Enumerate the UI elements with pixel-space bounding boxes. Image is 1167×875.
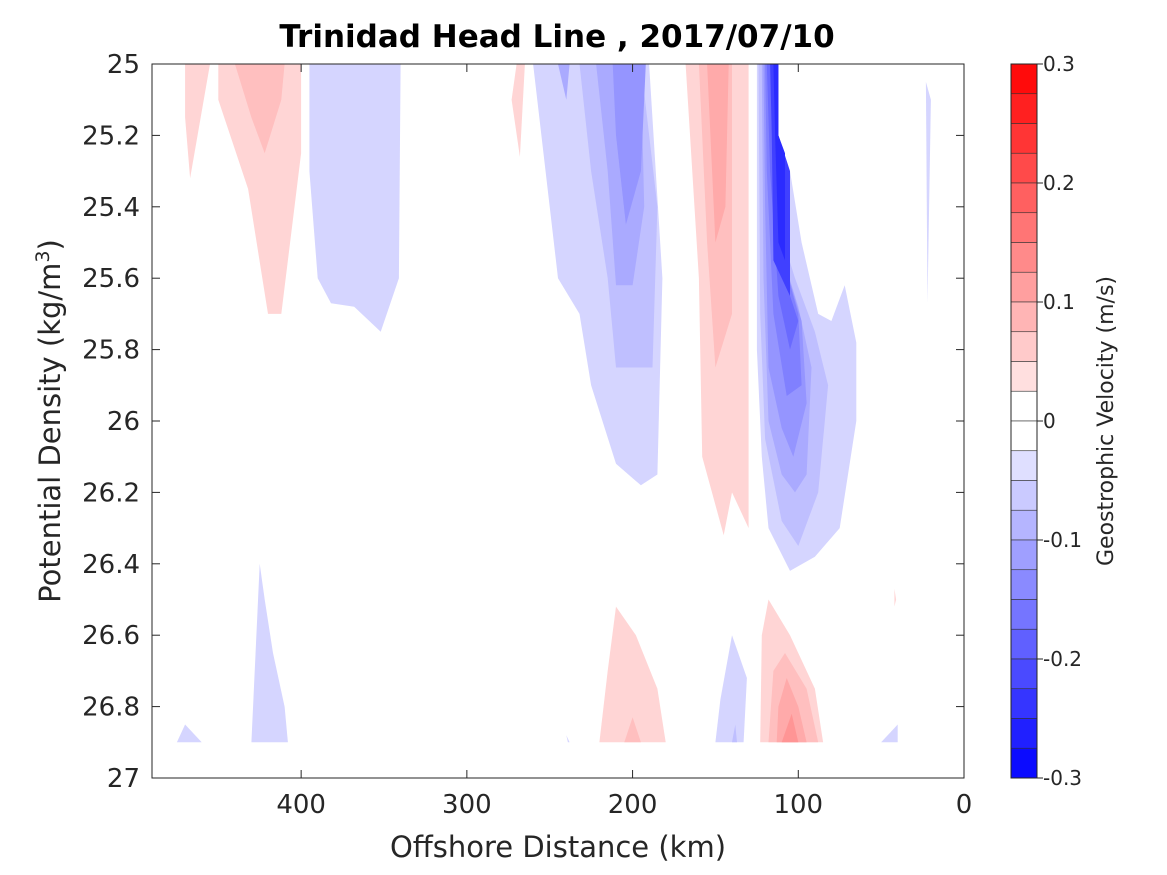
x-tick-label: 0 <box>956 790 973 820</box>
contour-region <box>773 64 785 261</box>
x-tick-label: 200 <box>608 790 658 820</box>
y-tick-label: 25.4 <box>82 193 140 223</box>
colorbar-swatch <box>1010 301 1038 333</box>
colorbar-tick-label: -0.1 <box>1043 528 1082 552</box>
colorbar-tick-label: 0.3 <box>1043 52 1075 76</box>
colorbar-swatch <box>1010 539 1038 571</box>
y-axis-label-main: Potential Density (kg/m <box>33 263 67 603</box>
colorbar-swatch <box>1010 599 1038 630</box>
colorbar-swatch <box>1010 718 1038 749</box>
contour-region <box>707 64 729 243</box>
y-axis-label-superscript: 3 <box>32 250 54 262</box>
colorbar-swatch <box>1010 450 1038 481</box>
colorbar-swatch <box>1010 747 1038 779</box>
colorbar-swatch <box>1010 628 1038 660</box>
x-tick-label: 100 <box>773 790 823 820</box>
contour-region <box>776 678 807 743</box>
colorbar-swatch <box>1010 182 1038 214</box>
chart-title: Trinidad Head Line , 2017/07/10 <box>279 19 834 55</box>
contour-region <box>234 64 285 154</box>
x-tick-label: 300 <box>442 790 492 820</box>
colorbar-swatch <box>1010 480 1038 511</box>
colorbar-swatch <box>1010 569 1038 600</box>
contour-region <box>732 724 737 743</box>
colorbar-swatch <box>1010 93 1038 124</box>
colorbar-tick-label: -0.3 <box>1043 766 1082 790</box>
x-axis-label: Offshore Distance (km) <box>390 830 726 864</box>
colorbar-swatch <box>1010 361 1038 392</box>
x-tick-label: 400 <box>276 790 326 820</box>
contour-region <box>894 588 897 607</box>
y-tick-label: 25.6 <box>82 264 140 294</box>
colorbar-swatch <box>1010 331 1038 362</box>
contour-region <box>251 563 288 743</box>
colorbar-swatch <box>1010 420 1038 452</box>
y-axis-label: Potential Density (kg/m3) <box>32 239 67 603</box>
colorbar-swatch <box>1010 271 1038 303</box>
contour-region <box>558 64 570 100</box>
contour-region <box>624 717 641 743</box>
colorbar-swatch <box>1010 212 1038 243</box>
colorbar-tick-label: -0.2 <box>1043 647 1082 671</box>
colorbar-swatch <box>1010 390 1038 422</box>
y-tick-label: 25 <box>107 50 140 80</box>
y-tick-group: 25 25.2 25.4 25.6 25.8 26 26.2 26.4 26.6 26.8 27 <box>82 50 964 794</box>
colorbar-tick-group: 0.3 0.2 0.1 0 -0.1 -0.2 -0.3 <box>1037 52 1082 790</box>
contour-region <box>566 735 570 743</box>
colorbar-swatch <box>1010 509 1038 541</box>
colorbar-swatch <box>1010 242 1038 273</box>
contour-region <box>612 64 646 225</box>
colorbar-tick-label: 0.1 <box>1043 290 1075 314</box>
colorbar-swatch <box>1010 63 1038 95</box>
contour-region <box>218 64 302 314</box>
contour-region <box>715 635 747 743</box>
y-tick-label: 26 <box>107 407 140 437</box>
colorbar-label: Geostrophic Velocity (m/s) <box>1094 276 1119 566</box>
y-tick-label: 26.6 <box>82 621 140 651</box>
contour-region <box>185 64 210 179</box>
contour-region <box>309 64 401 332</box>
colorbar-tick-label: 0.2 <box>1043 171 1075 195</box>
contour-region <box>176 724 202 743</box>
colorbar-swatch <box>1010 688 1038 719</box>
y-tick-label: 25.8 <box>82 336 140 366</box>
y-tick-label: 27 <box>107 764 140 794</box>
colorbar-swatch <box>1010 152 1038 184</box>
contour-region <box>925 81 931 304</box>
contour-fill-layer <box>176 64 931 743</box>
contour-region <box>599 606 666 743</box>
colorbar-swatch <box>1010 123 1038 154</box>
contour-region <box>781 713 799 743</box>
x-tick-group: 400 300 200 100 0 <box>276 64 972 820</box>
y-tick-label: 25.2 <box>82 121 140 151</box>
colorbar <box>1010 63 1038 779</box>
contour-region <box>511 64 525 157</box>
contour-region <box>881 724 898 743</box>
colorbar-swatch <box>1010 658 1038 690</box>
y-tick-label: 26.2 <box>82 478 140 508</box>
colorbar-tick-label: 0 <box>1043 409 1056 433</box>
y-tick-label: 26.8 <box>82 693 140 723</box>
y-axis-label-tail: ) <box>33 239 67 250</box>
y-tick-label: 26.4 <box>82 550 140 580</box>
